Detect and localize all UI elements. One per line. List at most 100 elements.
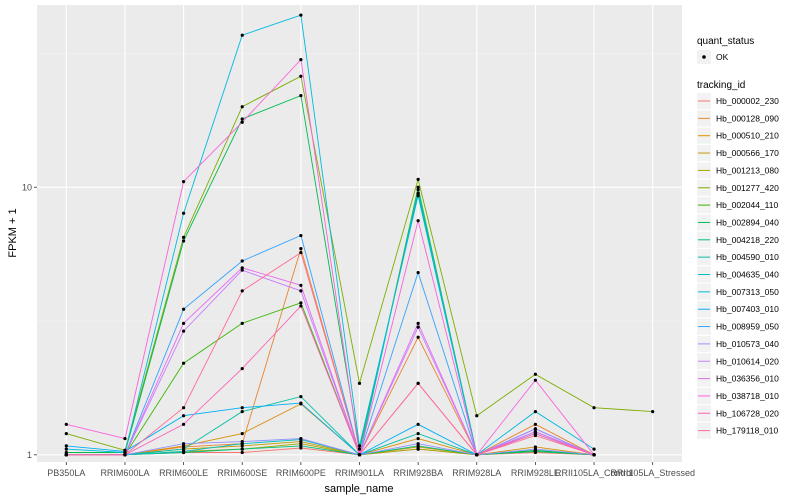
data-point xyxy=(299,13,303,17)
x-tick-label: RRIM928LE xyxy=(511,468,560,478)
x-tick-label: RRIM928LA xyxy=(452,468,501,478)
data-point xyxy=(299,301,303,305)
legend-label-Hb_004635_040: Hb_004635_040 xyxy=(716,270,779,280)
data-point xyxy=(416,194,420,198)
data-point xyxy=(299,74,303,78)
series-lines xyxy=(66,14,653,457)
data-point xyxy=(240,259,244,263)
data-point xyxy=(416,335,420,339)
data-point xyxy=(533,372,538,376)
series-line-Hb_002894_040 xyxy=(66,94,595,456)
data-point xyxy=(240,289,244,293)
data-point xyxy=(64,444,68,448)
data-point xyxy=(416,422,420,426)
y-axis: 1 10 xyxy=(22,182,37,460)
data-point xyxy=(123,453,127,457)
legend-label-Hb_038718_010: Hb_038718_010 xyxy=(716,391,779,401)
x-tick-label: RRIM600SE xyxy=(217,468,267,478)
legend-label-Hb_007313_050: Hb_007313_050 xyxy=(716,287,779,297)
data-point xyxy=(533,422,538,426)
data-point xyxy=(240,321,244,325)
series-line-Hb_106728_020 xyxy=(66,305,595,456)
legend-label-Hb_004218_220: Hb_004218_220 xyxy=(716,235,779,245)
data-point xyxy=(416,447,420,451)
legend-label-quant-status: OK xyxy=(716,52,729,62)
legend-tracking-id-entries: Hb_000002_230 Hb_000128_090 Hb_000510_210 H… xyxy=(697,93,779,439)
data-point xyxy=(475,453,479,457)
data-point xyxy=(240,268,244,272)
series-line-Hb_010573_040 xyxy=(66,438,595,456)
data-point xyxy=(651,410,655,414)
data-point xyxy=(533,447,538,451)
data-point xyxy=(416,442,420,446)
data-point xyxy=(299,304,303,308)
data-point xyxy=(240,105,244,109)
data-point xyxy=(416,436,420,441)
data-point xyxy=(357,381,362,385)
data-point xyxy=(181,361,186,365)
data-point xyxy=(240,432,244,436)
data-point xyxy=(592,406,596,410)
data-point xyxy=(181,179,186,184)
data-point xyxy=(357,447,362,451)
series-line-Hb_179118_010 xyxy=(66,251,595,456)
data-point xyxy=(240,440,244,444)
legend-label-Hb_001213_080: Hb_001213_080 xyxy=(716,165,779,175)
data-point xyxy=(64,450,68,455)
data-point xyxy=(299,444,303,448)
data-point xyxy=(240,367,244,371)
data-point xyxy=(240,447,244,451)
data-point xyxy=(240,120,244,124)
y-tick-label: 1 xyxy=(27,450,32,460)
data-point xyxy=(357,453,362,457)
legend-label-Hb_010614_020: Hb_010614_020 xyxy=(716,356,779,366)
data-point xyxy=(592,447,596,451)
x-tick-label: RRIM600PE xyxy=(276,468,326,478)
data-point xyxy=(181,442,186,446)
data-point xyxy=(240,406,244,410)
data-point xyxy=(416,191,420,195)
data-point xyxy=(416,381,420,385)
legend-label-Hb_000510_210: Hb_000510_210 xyxy=(716,131,779,141)
y-axis-title: FPKM + 1 xyxy=(7,208,19,257)
data-point xyxy=(181,406,186,410)
data-point xyxy=(181,235,186,239)
data-point xyxy=(475,414,479,418)
data-point xyxy=(64,453,68,457)
data-point xyxy=(357,444,362,448)
data-point xyxy=(299,283,303,287)
data-point xyxy=(181,449,186,453)
data-point xyxy=(299,436,303,441)
data-point xyxy=(240,33,244,37)
legend-label-Hb_000566_170: Hb_000566_170 xyxy=(716,148,779,158)
legend-label-Hb_001277_420: Hb_001277_420 xyxy=(716,183,779,193)
legend-label-Hb_007403_010: Hb_007403_010 xyxy=(716,304,779,314)
y-tick-label: 10 xyxy=(22,182,32,192)
data-point xyxy=(240,266,244,270)
legend-label-Hb_002894_040: Hb_002894_040 xyxy=(716,217,779,227)
data-point xyxy=(533,410,538,414)
legend-label-Hb_036356_010: Hb_036356_010 xyxy=(716,374,779,384)
series-line-Hb_007313_050 xyxy=(66,14,595,456)
legend-title-quant-status: quant_status xyxy=(697,36,754,47)
data-point xyxy=(533,378,538,382)
x-axis: PB350LA RRIM600LA RRIM600LE RRIM600SE RRIM60… xyxy=(47,462,695,478)
data-point xyxy=(416,270,420,275)
data-point xyxy=(416,188,420,192)
data-point xyxy=(64,447,68,451)
data-point xyxy=(592,453,596,457)
series-line-Hb_004218_220 xyxy=(66,445,595,456)
data-point xyxy=(416,177,420,182)
data-point xyxy=(299,58,303,62)
legend-label-Hb_008959_050: Hb_008959_050 xyxy=(716,322,779,332)
data-point xyxy=(181,447,186,451)
data-point xyxy=(181,307,186,311)
data-point xyxy=(533,445,538,449)
x-tick-label: RRIM600LA xyxy=(100,468,149,478)
x-tick-label: RRIM901LA xyxy=(335,468,384,478)
series-line-Hb_036356_010 xyxy=(66,267,595,457)
data-point xyxy=(123,436,127,441)
data-point xyxy=(416,432,420,436)
data-point xyxy=(240,410,244,414)
